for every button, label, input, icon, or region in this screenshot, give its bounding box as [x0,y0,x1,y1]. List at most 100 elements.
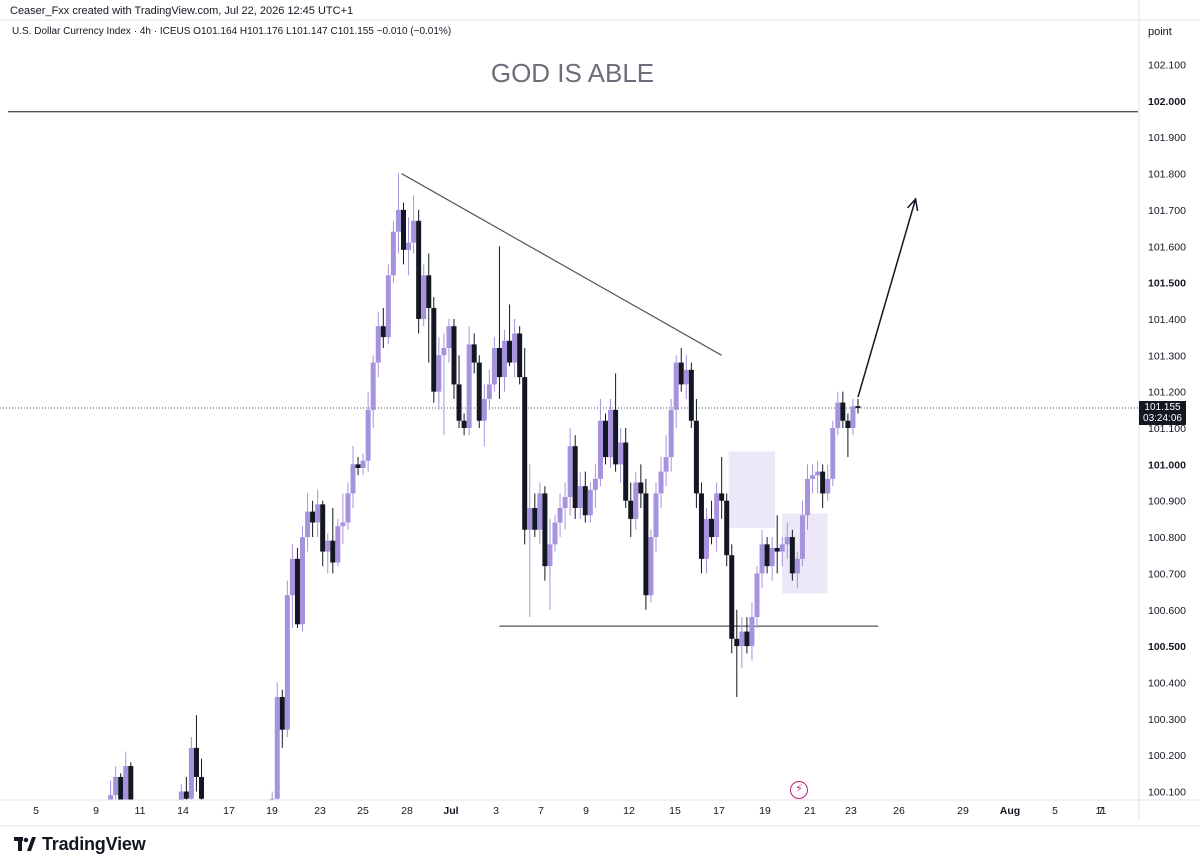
x-tick-label: 7 [1098,805,1104,817]
candle-body [830,428,836,479]
candle-body [789,537,795,574]
candle-body [774,547,780,552]
price-scale-unit[interactable]: point [1148,26,1172,38]
y-tick-label: 101.700 [1148,205,1186,217]
candle-body [759,544,765,574]
candle-body [123,766,129,800]
candle-body [502,340,507,378]
candle-body [820,471,826,494]
candle-body [764,544,770,567]
candle-body [688,369,694,421]
candle-body [193,747,199,777]
candle-body [658,471,664,494]
arrow-head [906,197,919,211]
candle-body [709,518,715,538]
candle-body [294,558,300,625]
candle-body [284,595,290,730]
candle-body [739,631,745,647]
candle-body [577,486,583,508]
footer-brand-text: TradingView [42,833,146,854]
candle-body [562,497,568,508]
candle-body [618,442,624,465]
x-tick-label: 19 [759,805,771,817]
candle-body [330,540,336,563]
created-by-text: Ceaser_Fxx created with TradingView.com,… [10,5,354,17]
candle-body [673,362,679,410]
candle-body [512,333,518,363]
lightning-icon[interactable]: ⚡ [790,781,808,799]
candle-body [810,475,816,479]
candle-body [446,326,452,349]
x-tick-label: 25 [357,805,369,817]
candle-body [118,776,124,800]
last-price-tag: 101.155 03:24:06 [1139,401,1186,425]
candle-body [426,275,432,309]
candle-body [527,507,533,530]
y-tick-label: 101.600 [1148,241,1186,253]
candle-body [805,478,810,516]
candle-body [456,384,462,421]
x-tick-label: 29 [957,805,969,817]
x-tick-label: 19 [266,805,278,817]
candle-body [305,511,311,538]
candle-body [835,402,841,428]
y-tick-label: 100.800 [1148,532,1186,544]
tradingview-logo-icon [14,837,36,851]
y-tick-label: 100.600 [1148,605,1186,617]
y-tick-label: 100.400 [1148,677,1186,689]
axes: 102.100 102.000 101.900 101.800 101.700 101.6… [0,0,1200,827]
candle-body [315,504,321,523]
candle-body [603,420,608,458]
candle-body [754,573,760,618]
y-tick-label: 101.200 [1148,387,1186,399]
candle-body [345,493,351,523]
candle-body [628,500,634,519]
candle-body [734,638,740,647]
footer-brand[interactable]: TradingView [14,832,146,856]
candle-body [289,558,295,596]
y-tick-label: 100.100 [1148,787,1186,799]
last-price-value: 101.155 [1144,402,1181,413]
candle-body [350,464,356,494]
drawings [0,111,1139,627]
candle-body [678,362,684,385]
candle-body [406,242,412,250]
candle-body [840,402,846,421]
candle-body [784,537,790,545]
candle-body [390,231,396,276]
zone-box [782,513,828,594]
candle-body [441,348,447,356]
candle-body [683,369,689,385]
candle-body [850,406,856,428]
candle-body [815,471,821,476]
x-tick-label: 11 [1096,805,1107,817]
candle-body [769,547,775,567]
x-tick-label: 23 [314,805,326,817]
x-tick-label: 9 [93,805,99,817]
symbol-info: U.S. Dollar Currency Index · 4h · ICEUS … [12,26,452,37]
candle-body [582,486,588,516]
zones [728,451,828,594]
candle-body [507,340,513,363]
candle-body [360,460,366,468]
candle-body [623,442,629,501]
x-tick-label: 9 [583,805,589,817]
candle-body [355,464,361,468]
y-tick-label: 100.300 [1148,714,1186,726]
candle-body [471,344,477,363]
y-tick-label: 101.500 [1148,278,1186,290]
x-tick-label: 23 [845,805,857,817]
candle-body [365,409,371,461]
candle-body [300,537,305,625]
candle-body [380,326,386,338]
candle-body [855,406,861,409]
candle-body [532,507,538,530]
candle-body [643,493,649,596]
candle-body [481,398,487,421]
candle-body [411,220,417,243]
x-tick-label: Jul [443,805,458,817]
candle-body [633,482,639,519]
arrow-line [857,198,917,398]
candle-body [668,409,674,458]
